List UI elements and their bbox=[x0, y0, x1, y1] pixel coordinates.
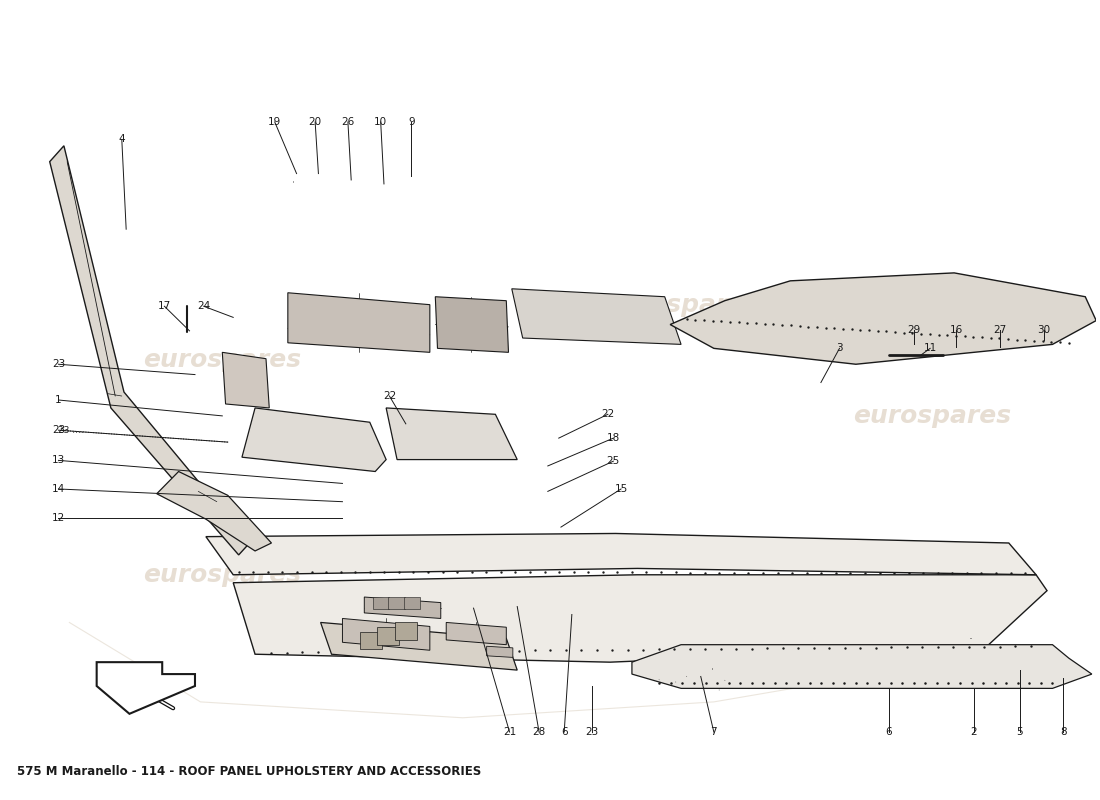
Polygon shape bbox=[486, 646, 513, 658]
Text: 27: 27 bbox=[993, 325, 1007, 335]
Text: 6: 6 bbox=[886, 727, 892, 737]
Text: eurospares: eurospares bbox=[143, 348, 301, 372]
Text: 10: 10 bbox=[374, 117, 387, 127]
Text: 7: 7 bbox=[711, 727, 717, 737]
Text: 2: 2 bbox=[970, 727, 977, 737]
Text: 1: 1 bbox=[55, 395, 62, 405]
Text: 18: 18 bbox=[607, 433, 620, 443]
Polygon shape bbox=[360, 632, 382, 650]
Polygon shape bbox=[342, 618, 430, 650]
Text: 8: 8 bbox=[1060, 727, 1067, 737]
Text: 4: 4 bbox=[119, 134, 125, 145]
Text: 3: 3 bbox=[836, 343, 843, 354]
Text: 15: 15 bbox=[615, 484, 628, 494]
Text: 5: 5 bbox=[1016, 727, 1023, 737]
Polygon shape bbox=[377, 627, 399, 645]
Polygon shape bbox=[97, 662, 195, 714]
Text: eurospares: eurospares bbox=[143, 562, 301, 586]
Text: 30: 30 bbox=[1037, 325, 1050, 335]
Text: 20: 20 bbox=[309, 117, 321, 127]
Polygon shape bbox=[242, 408, 386, 471]
Text: 23: 23 bbox=[52, 359, 65, 370]
Text: 29: 29 bbox=[908, 325, 921, 335]
Text: 17: 17 bbox=[157, 302, 170, 311]
Polygon shape bbox=[364, 597, 441, 618]
Polygon shape bbox=[436, 297, 508, 352]
Polygon shape bbox=[386, 408, 517, 459]
Text: 26: 26 bbox=[341, 117, 354, 127]
Polygon shape bbox=[512, 289, 681, 344]
Text: 23: 23 bbox=[585, 727, 598, 737]
Text: eurospares: eurospares bbox=[854, 404, 1011, 428]
Text: 21: 21 bbox=[503, 727, 516, 737]
Polygon shape bbox=[206, 534, 1036, 574]
Polygon shape bbox=[388, 597, 405, 609]
Text: 13: 13 bbox=[52, 455, 65, 466]
Text: 24: 24 bbox=[197, 302, 210, 311]
Text: 6: 6 bbox=[561, 727, 568, 737]
Text: 12: 12 bbox=[52, 513, 65, 522]
Polygon shape bbox=[50, 146, 250, 555]
Polygon shape bbox=[320, 622, 517, 670]
Text: eurospares: eurospares bbox=[493, 531, 651, 555]
Polygon shape bbox=[288, 293, 430, 352]
Text: 11: 11 bbox=[924, 343, 937, 354]
Text: 22: 22 bbox=[383, 391, 396, 401]
Text: 575 M Maranello - 114 - ROOF PANEL UPHOLSTERY AND ACCESSORIES: 575 M Maranello - 114 - ROOF PANEL UPHOL… bbox=[16, 766, 481, 778]
Text: 16: 16 bbox=[949, 325, 962, 335]
Text: 25: 25 bbox=[607, 456, 620, 466]
Polygon shape bbox=[373, 597, 389, 609]
Polygon shape bbox=[404, 597, 420, 609]
Text: eurospares: eurospares bbox=[602, 293, 760, 317]
Text: 28: 28 bbox=[532, 727, 546, 737]
Text: 19: 19 bbox=[268, 117, 282, 127]
Polygon shape bbox=[447, 622, 506, 645]
Text: 23: 23 bbox=[52, 425, 65, 435]
Polygon shape bbox=[222, 352, 270, 408]
Polygon shape bbox=[395, 622, 417, 640]
Polygon shape bbox=[233, 574, 1047, 662]
Polygon shape bbox=[670, 273, 1097, 364]
Text: 14: 14 bbox=[52, 484, 65, 494]
Text: 23 ....: 23 .... bbox=[58, 426, 85, 434]
Polygon shape bbox=[157, 471, 272, 551]
Polygon shape bbox=[631, 645, 1092, 688]
Text: 9: 9 bbox=[408, 117, 415, 127]
Text: 22: 22 bbox=[602, 410, 615, 419]
